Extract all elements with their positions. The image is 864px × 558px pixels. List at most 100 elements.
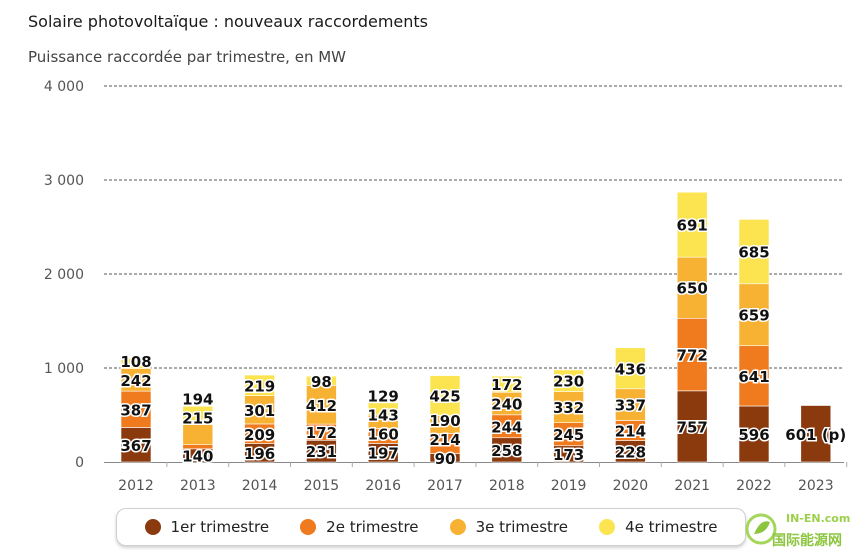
bar-segment: [244, 374, 275, 396]
data-label: 214: [429, 431, 460, 449]
data-label: 190: [429, 412, 460, 430]
data-label: 215: [182, 409, 213, 427]
data-label: 194: [182, 390, 213, 408]
legend-swatch-q2: [300, 519, 317, 535]
data-label: 98: [311, 373, 332, 391]
x-tick-label: 2017: [427, 478, 463, 494]
legend-item-q3[interactable]: 3e trimestre: [449, 518, 568, 536]
bar-segment: [306, 375, 337, 386]
data-label: 757: [677, 418, 708, 436]
data-label: 601 (p): [785, 426, 846, 444]
data-label: 196: [244, 445, 275, 463]
bar-segment: [182, 405, 214, 425]
data-label: 172: [306, 424, 337, 442]
data-label: 412: [306, 397, 337, 415]
bar-segment: [553, 369, 584, 392]
y-tick-label: 3 000: [44, 173, 84, 189]
bar-segment: [676, 317, 708, 392]
x-tick-label: 2016: [365, 478, 401, 494]
x-tick-label: 2022: [736, 478, 772, 494]
y-tick-label: 1 000: [44, 361, 84, 377]
legend-swatch-q1: [144, 519, 161, 535]
data-label: 242: [120, 372, 151, 390]
legend-label-q1: 1er trimestre: [170, 518, 270, 536]
data-label: 258: [491, 442, 522, 460]
data-label: 691: [677, 217, 708, 235]
bar-segment: [738, 219, 770, 285]
x-tick-label: 2018: [489, 478, 525, 494]
watermark-text-latin: IN-EN.com: [786, 512, 851, 525]
data-label: 367: [120, 437, 151, 455]
data-label: 596: [738, 426, 769, 444]
data-label: 219: [244, 377, 275, 395]
legend-label-q4: 4e trimestre: [625, 518, 718, 536]
bar-segment: [491, 437, 523, 463]
data-label: 244: [491, 418, 522, 436]
bar-segment: [367, 402, 399, 416]
bar-segment: [491, 375, 523, 393]
bar-segment: [306, 385, 337, 425]
data-label: 641: [738, 368, 769, 386]
data-label: 160: [368, 426, 399, 444]
bar-segment: [120, 427, 152, 463]
bar-segment: [800, 405, 832, 463]
bar-segment: [738, 405, 770, 463]
chart-subtitle: Puissance raccordée par trimestre, en MW: [28, 48, 346, 66]
x-tick-label: 2021: [674, 478, 710, 494]
bar-segment: [676, 191, 708, 258]
legend-label-q2: 2e trimestre: [326, 518, 419, 536]
x-tick-label: 2013: [180, 478, 216, 494]
data-label: 90: [435, 450, 456, 468]
legend-item-q1[interactable]: 1er trimestre: [144, 518, 270, 536]
data-label: 173: [553, 446, 584, 464]
watermark-logo: IN-EN.com 国际能源网: [742, 508, 860, 552]
legend-label-q3: 3e trimestre: [475, 518, 568, 536]
bar-segment: [615, 388, 646, 421]
legend-item-q4[interactable]: 4e trimestre: [599, 518, 717, 536]
bar-segment: [738, 345, 770, 407]
watermark-text-cjk: 国际能源网: [772, 533, 842, 549]
data-label: 214: [615, 423, 646, 441]
data-label: 230: [553, 373, 584, 391]
data-label: 108: [120, 353, 151, 371]
data-label: 231: [306, 443, 337, 461]
data-label: 143: [368, 407, 399, 425]
bar-segment: [738, 283, 770, 347]
legend-swatch-q4: [599, 519, 616, 535]
x-tick-label: 2019: [551, 478, 587, 494]
data-label: 209: [244, 426, 275, 444]
data-label: 240: [491, 396, 522, 414]
data-label: 129: [368, 388, 399, 406]
bar-segment: [182, 424, 214, 446]
bar-segment: [120, 357, 152, 369]
data-label: 301: [244, 402, 275, 420]
y-tick-label: 4 000: [44, 79, 84, 95]
data-label: 772: [677, 347, 708, 365]
chart-title: Solaire photovoltaïque : nouveaux raccor…: [28, 12, 428, 31]
data-label: 436: [615, 360, 646, 378]
x-tick-label: 2020: [613, 478, 649, 494]
data-label: 140: [182, 447, 213, 465]
bar-segment: [676, 256, 708, 319]
data-label: 197: [368, 445, 399, 463]
data-label: 337: [615, 397, 646, 415]
data-label: 387: [120, 401, 151, 419]
x-tick-label: 2014: [242, 478, 278, 494]
data-label: 245: [553, 426, 584, 444]
chart-legend: 1er trimestre 2e trimestre 3e trimestre …: [116, 508, 746, 546]
x-tick-label: 2015: [304, 478, 340, 494]
bar-segment: [120, 390, 152, 428]
x-tick-label: 2023: [798, 478, 834, 494]
data-label: 332: [553, 399, 584, 417]
data-label: 172: [491, 376, 522, 394]
watermark-leaf-icon: [745, 513, 777, 545]
legend-item-q2[interactable]: 2e trimestre: [300, 518, 419, 536]
data-label: 650: [677, 280, 708, 298]
y-tick-label: 0: [75, 455, 84, 471]
y-tick-label: 2 000: [44, 267, 84, 283]
data-label: 228: [615, 443, 646, 461]
data-label: 659: [738, 307, 769, 325]
bar-segment: [553, 391, 584, 424]
bar-segment: [429, 375, 461, 416]
